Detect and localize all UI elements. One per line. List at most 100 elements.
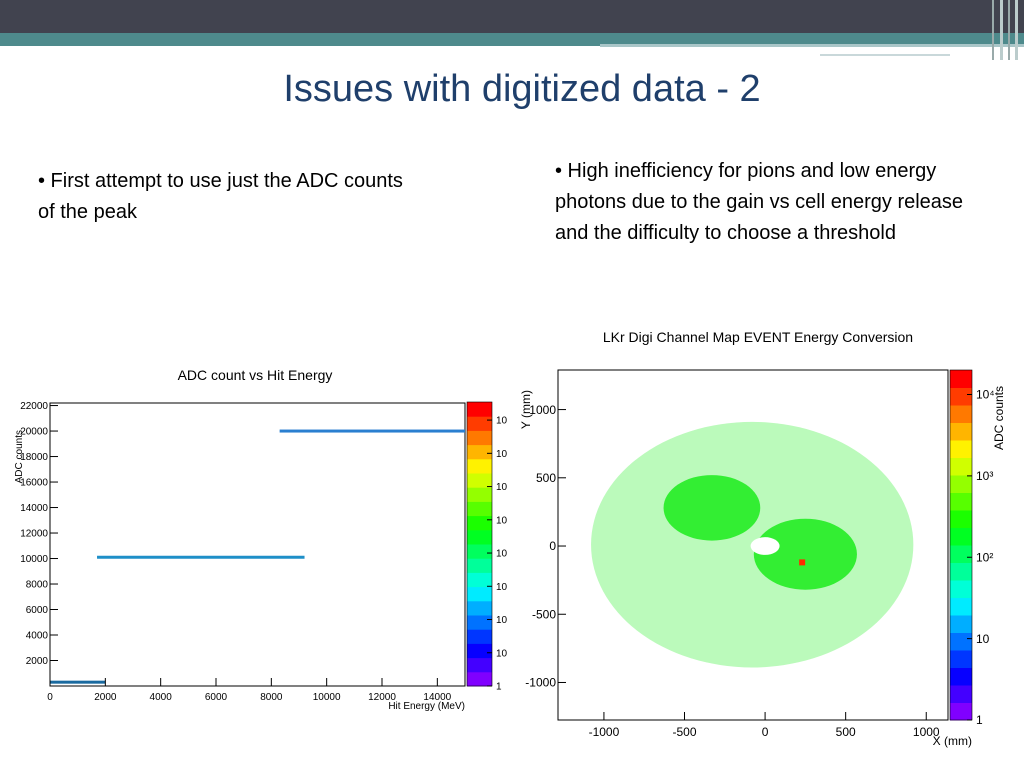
color-bar-step xyxy=(950,475,972,493)
z-tick-label: 10² xyxy=(976,550,993,564)
color-bar-step xyxy=(950,545,972,563)
z-tick-label: 10 xyxy=(496,482,508,493)
chart: ADC count vs Hit Energy 0 2000 4000 6000 8000… xyxy=(14,367,508,712)
z-axis-label: ADC counts xyxy=(992,386,1006,450)
z-tick-label: 10 xyxy=(496,615,508,626)
y-tick-label: 1000 xyxy=(529,403,556,417)
color-bar-step xyxy=(950,510,972,528)
chart: LKr Digi Channel Map EVENT Energy Conver… xyxy=(519,329,1006,748)
z-tick-label: 10 xyxy=(496,416,508,427)
color-bar-step xyxy=(950,562,972,581)
y-tick-label: -1000 xyxy=(525,676,556,690)
x-tick-label: 0 xyxy=(47,692,53,703)
z-tick-label: 10 xyxy=(496,549,508,560)
y-tick-label: 18000 xyxy=(20,452,48,463)
x-axis-label: Hit Energy (MeV) xyxy=(388,701,465,712)
color-bar-step xyxy=(950,422,972,441)
color-bar-step xyxy=(950,527,972,546)
color-bar-step xyxy=(950,405,972,423)
x-tick-label: 6000 xyxy=(205,692,228,703)
x-tick-label: 1000 xyxy=(913,725,940,739)
color-bar-step xyxy=(467,444,492,460)
color-bar-step xyxy=(467,643,492,659)
x-tick-label: 0 xyxy=(762,725,769,739)
color-bar-step xyxy=(467,402,492,417)
cluster xyxy=(753,518,857,590)
color-bar-step xyxy=(950,667,972,686)
plot-area xyxy=(49,402,466,687)
color-bar-step xyxy=(950,632,972,651)
y-tick-label: 4000 xyxy=(26,631,49,642)
y-tick-label: 2000 xyxy=(26,656,49,667)
header-decoration xyxy=(0,0,1024,60)
x-tick-label: -1000 xyxy=(589,725,620,739)
z-tick-label: 1 xyxy=(496,682,502,693)
color-bar-step xyxy=(950,387,972,406)
y-axis-label: Y (mm) xyxy=(519,390,533,429)
color-bar-step xyxy=(950,615,972,633)
z-tick-label: 10³ xyxy=(976,469,993,483)
y-tick-label: 12000 xyxy=(20,529,48,540)
band xyxy=(97,555,305,559)
bullet: • First attempt to use just the ADC coun… xyxy=(38,170,403,223)
band xyxy=(50,680,106,684)
y-tick-label: 6000 xyxy=(26,605,49,616)
z-tick-label: 10 xyxy=(496,648,508,659)
color-bar-step xyxy=(950,702,972,721)
color-bar-step xyxy=(950,370,972,388)
y-tick-label: 8000 xyxy=(26,580,49,591)
x-tick-label: 8000 xyxy=(260,692,283,703)
color-bar-step xyxy=(467,473,492,488)
y-tick-label: 14000 xyxy=(20,503,48,514)
color-bar-step xyxy=(950,580,972,598)
band xyxy=(279,429,465,433)
y-tick-label: 22000 xyxy=(20,401,48,412)
y-tick-label: 0 xyxy=(549,539,556,553)
color-bar-step xyxy=(950,457,972,476)
x-tick-label: 4000 xyxy=(150,692,173,703)
x-tick-label: 2000 xyxy=(94,692,117,703)
cluster xyxy=(750,537,780,555)
chart-title: ADC count vs Hit Energy xyxy=(178,367,333,383)
chart-title: LKr Digi Channel Map EVENT Energy Conver… xyxy=(603,329,913,345)
color-bar-step xyxy=(950,650,972,668)
color-bar-frame xyxy=(466,401,493,687)
color-bar-step xyxy=(467,572,492,588)
y-axis-label: ADC counts xyxy=(14,430,25,483)
cluster xyxy=(663,475,761,541)
y-tick-label: -500 xyxy=(532,607,556,621)
color-bar-step xyxy=(467,487,492,502)
x-tick-label: 10000 xyxy=(313,692,341,703)
bullet: • High inefficiency for pions and low en… xyxy=(555,160,964,244)
color-bar-step xyxy=(467,529,492,545)
z-tick-label: 1 xyxy=(976,713,983,727)
y-tick-label: 10000 xyxy=(20,554,48,565)
x-tick-label: 500 xyxy=(836,725,856,739)
color-bar-step xyxy=(467,430,492,446)
z-tick-label: 10 xyxy=(496,449,508,460)
y-tick-label: 16000 xyxy=(20,478,48,489)
color-bar-step xyxy=(467,558,492,573)
color-bar-step xyxy=(467,515,492,531)
hot-cell xyxy=(799,559,806,566)
x-tick-label: 14000 xyxy=(423,692,451,703)
z-tick-label: 10 xyxy=(496,515,508,526)
color-bar-step xyxy=(467,615,492,630)
color-bar-step xyxy=(467,416,492,431)
slide-title: Issues with digitized data - 2 xyxy=(283,68,761,110)
color-bar-step xyxy=(950,597,972,616)
x-tick-label: -500 xyxy=(672,725,696,739)
x-axis-label: X (mm) xyxy=(933,734,972,748)
y-tick-label: 20000 xyxy=(20,427,48,438)
z-tick-label: 10 xyxy=(976,632,990,646)
z-tick-label: 10⁴ xyxy=(976,388,995,402)
color-bar-step xyxy=(467,458,492,474)
color-bar-step xyxy=(467,657,492,673)
color-bar-step xyxy=(467,600,492,616)
color-bar-step xyxy=(467,544,492,559)
y-tick-label: 500 xyxy=(536,471,556,485)
color-bar-step xyxy=(950,492,972,511)
color-bar-step xyxy=(467,629,492,644)
